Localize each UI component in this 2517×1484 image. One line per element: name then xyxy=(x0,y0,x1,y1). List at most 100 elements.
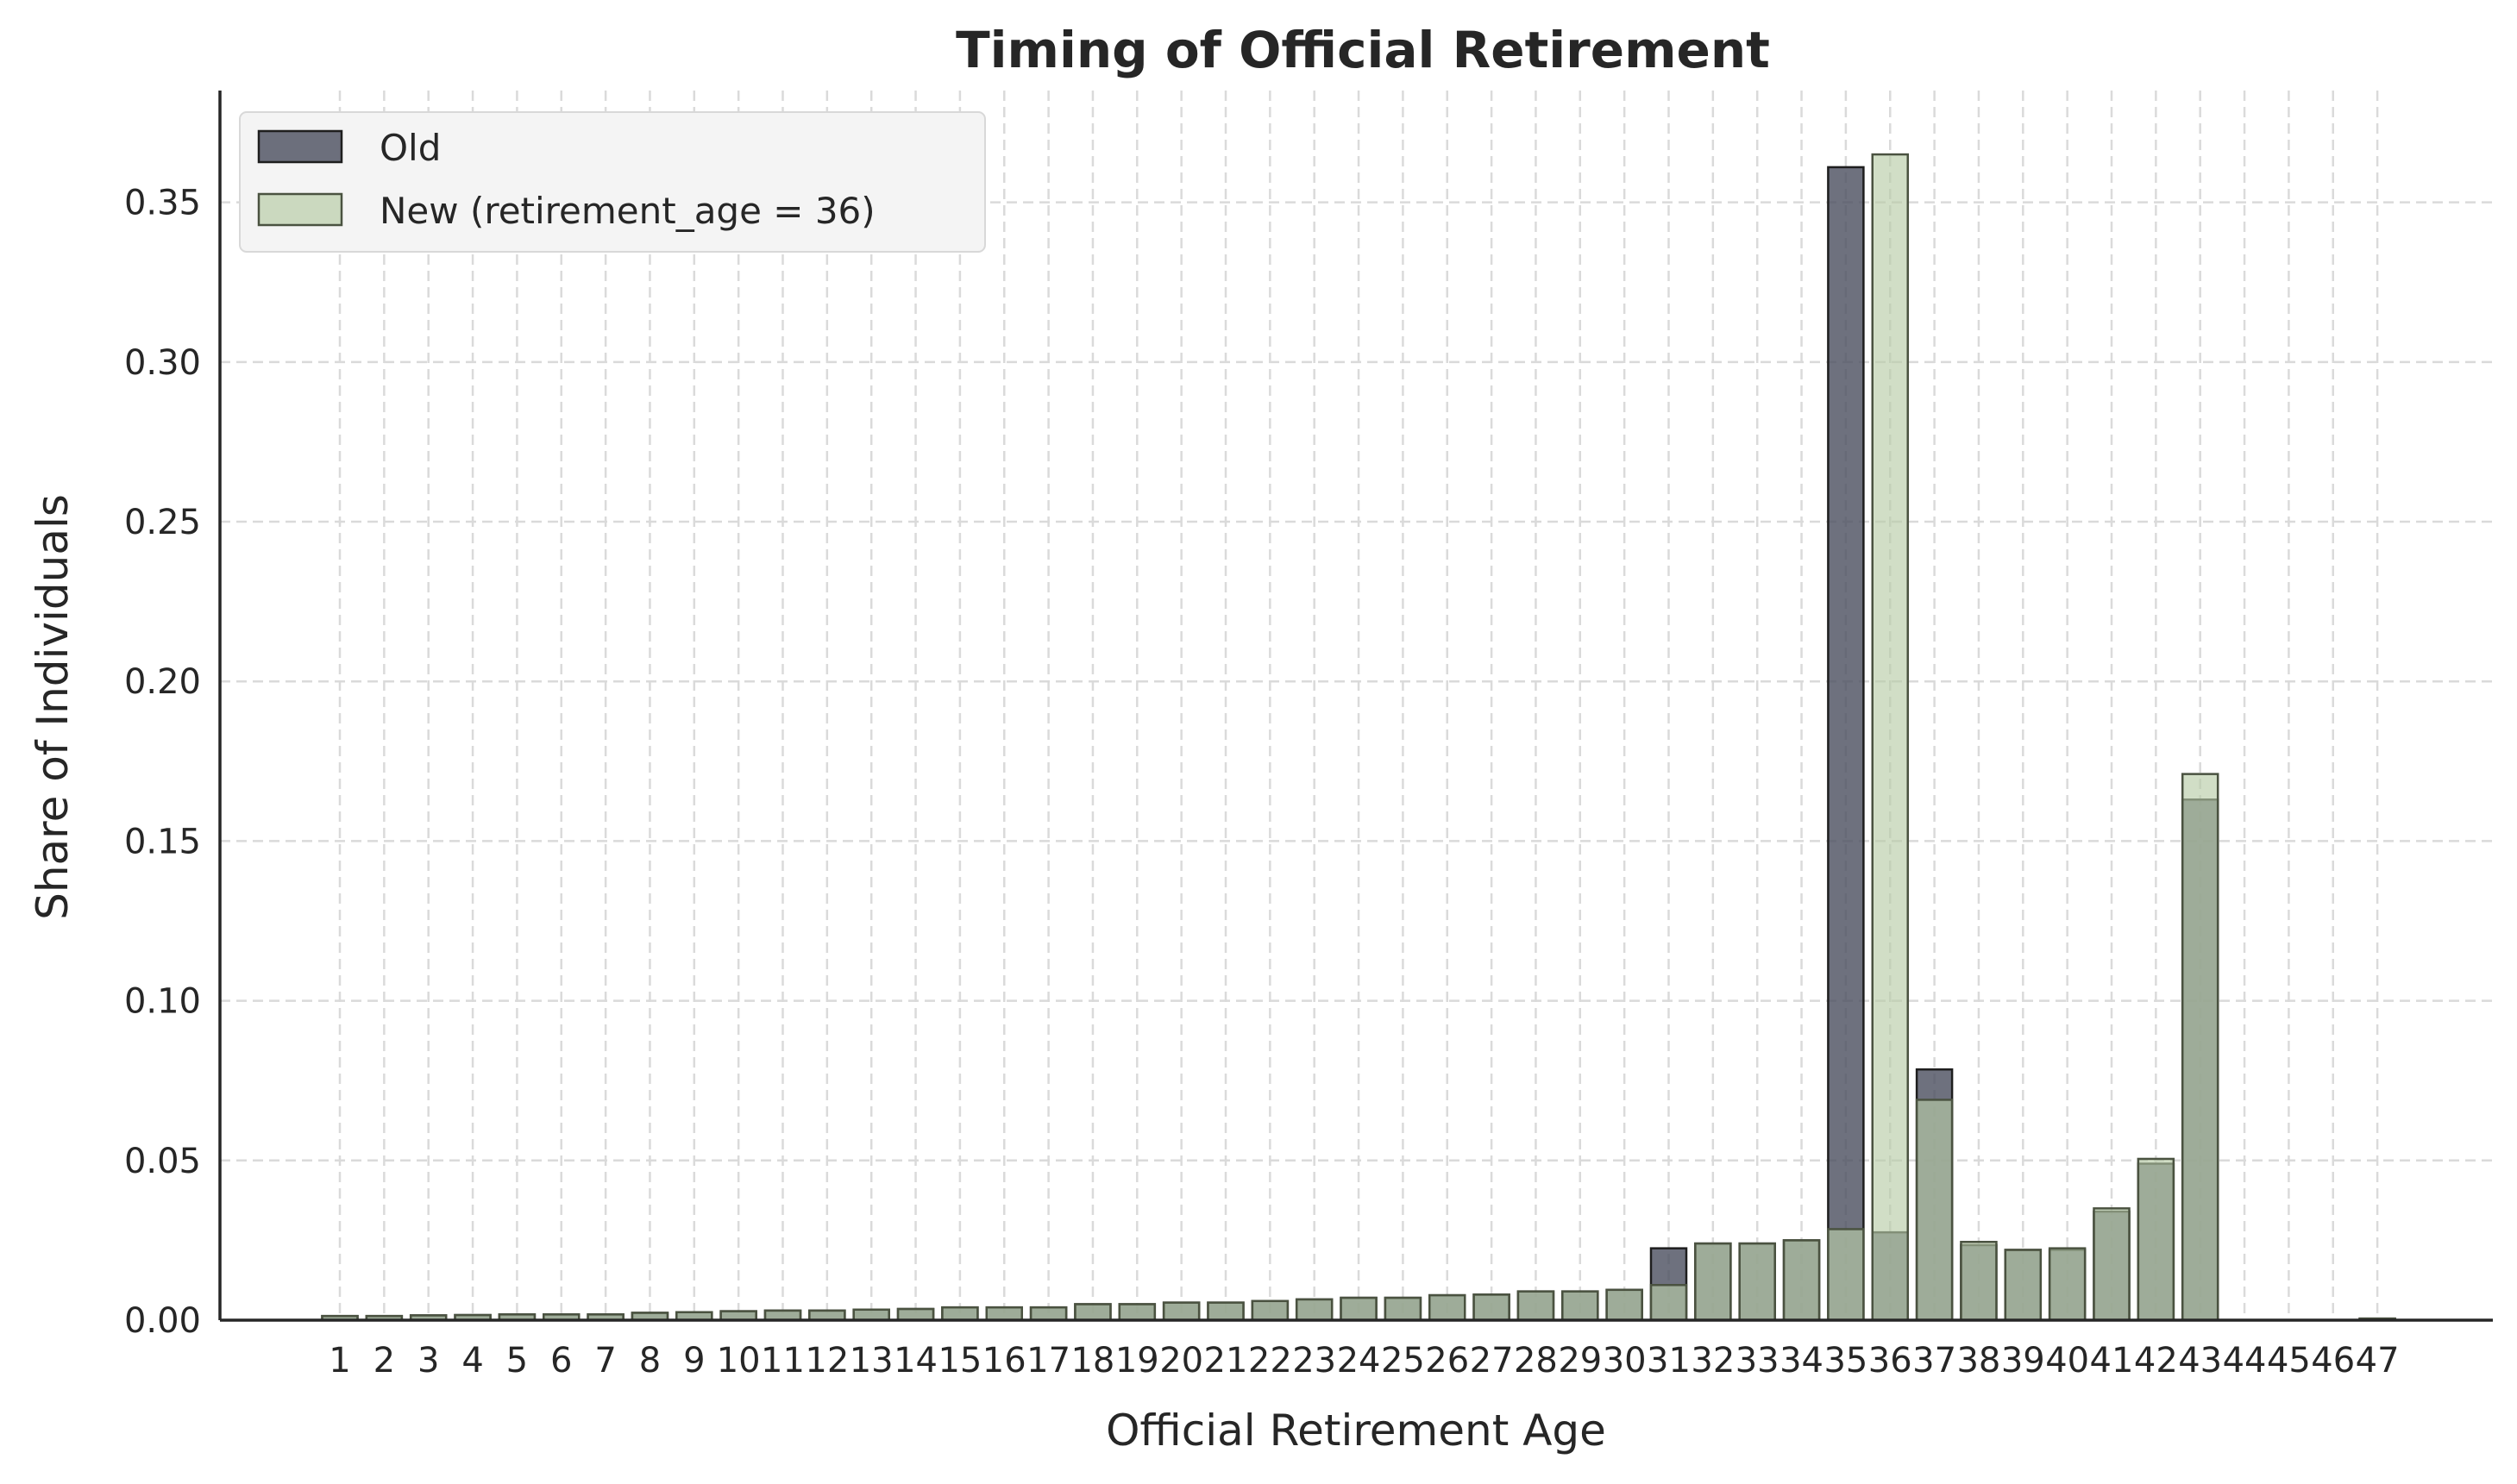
x-tick-label: 39 xyxy=(2001,1341,2045,1381)
x-tick-label: 32 xyxy=(1691,1341,1735,1381)
bar-new-40 xyxy=(2048,1247,2087,1322)
x-tick-label: 38 xyxy=(1956,1341,2000,1381)
bar-new-17 xyxy=(1029,1306,1068,1322)
x-tick-label: 5 xyxy=(506,1341,528,1381)
y-tick-label: 0.30 xyxy=(124,343,201,383)
y-tick-label: 0.15 xyxy=(124,822,201,861)
y-tick-label: 0.20 xyxy=(124,662,201,702)
bar-new-23 xyxy=(1295,1298,1334,1322)
y-tick-label: 0.35 xyxy=(124,184,201,223)
x-tick-label: 47 xyxy=(2356,1341,2400,1381)
x-tick-label: 21 xyxy=(1204,1341,1248,1381)
chart-title: Timing of Official Retirement xyxy=(956,21,1770,79)
legend-label-old: Old xyxy=(380,127,441,169)
x-tick-label: 34 xyxy=(1779,1341,1823,1381)
bar-new-21 xyxy=(1207,1301,1245,1322)
bar-new-14 xyxy=(896,1307,935,1322)
x-tick-label: 3 xyxy=(417,1341,439,1381)
legend-swatch-old xyxy=(257,129,343,164)
bar-new-13 xyxy=(852,1308,890,1322)
x-tick-label: 6 xyxy=(550,1341,572,1381)
x-tick-label: 10 xyxy=(717,1341,761,1381)
bar-old-35 xyxy=(1827,166,1865,1322)
bar-new-32 xyxy=(1694,1242,1732,1322)
x-tick-label: 9 xyxy=(683,1341,705,1381)
bar-new-20 xyxy=(1162,1301,1201,1322)
bar-new-38 xyxy=(1960,1241,1998,1322)
bar-new-22 xyxy=(1251,1299,1290,1322)
x-tick-label: 24 xyxy=(1337,1341,1381,1381)
x-tick-label: 42 xyxy=(2134,1341,2178,1381)
bar-new-19 xyxy=(1118,1303,1157,1322)
x-tick-label: 12 xyxy=(805,1341,849,1381)
x-tick-label: 14 xyxy=(894,1341,938,1381)
x-tick-label: 23 xyxy=(1292,1341,1336,1381)
legend-label-new: New (retirement_age = 36) xyxy=(380,190,876,232)
x-tick-label: 4 xyxy=(461,1341,483,1381)
legend-swatch-new xyxy=(257,192,343,227)
x-axis-title: Official Retirement Age xyxy=(1106,1406,1606,1456)
bar-new-31 xyxy=(1649,1284,1688,1322)
x-tick-label: 26 xyxy=(1425,1341,1469,1381)
y-tick-label: 0.10 xyxy=(124,982,201,1022)
x-tick-label: 37 xyxy=(1912,1341,1956,1381)
y-tick-label: 0.25 xyxy=(124,503,201,542)
x-tick-label: 7 xyxy=(594,1341,616,1381)
bar-new-24 xyxy=(1340,1296,1378,1322)
x-tick-label: 18 xyxy=(1070,1341,1114,1381)
y-axis-title: Share of Individuals xyxy=(28,494,78,920)
legend-frame xyxy=(239,111,986,253)
x-tick-label: 20 xyxy=(1159,1341,1203,1381)
x-tick-label: 25 xyxy=(1381,1341,1425,1381)
x-tick-label: 43 xyxy=(2178,1341,2222,1381)
x-tick-label: 1 xyxy=(329,1341,350,1381)
bar-new-42 xyxy=(2137,1157,2175,1322)
x-tick-label: 27 xyxy=(1470,1341,1514,1381)
bar-new-16 xyxy=(985,1306,1023,1322)
bar-new-39 xyxy=(2004,1249,2043,1322)
axes xyxy=(218,91,2493,1322)
legend: Old New (retirement_age = 36) xyxy=(239,111,986,253)
y-tick-label: 0.00 xyxy=(124,1301,201,1341)
tick-labels: 0.000.050.100.150.200.250.300.351 2 3 4 5 6 7 8… xyxy=(124,184,2400,1381)
x-tick-label: 30 xyxy=(1603,1341,1647,1381)
bar-new-26 xyxy=(1428,1293,1466,1322)
y-tick-label: 0.05 xyxy=(124,1142,201,1181)
bar-new-28 xyxy=(1516,1290,1555,1322)
x-tick-label: 45 xyxy=(2267,1341,2311,1381)
x-tick-label: 15 xyxy=(938,1341,982,1381)
bar-new-37 xyxy=(1915,1099,1954,1322)
bar-new-41 xyxy=(2093,1207,2131,1322)
x-tick-label: 11 xyxy=(761,1341,805,1381)
x-tick-label: 13 xyxy=(850,1341,894,1381)
series-new-bars xyxy=(321,153,2396,1322)
x-tick-label: 40 xyxy=(2045,1341,2089,1381)
x-tick-label: 35 xyxy=(1823,1341,1867,1381)
x-tick-label: 17 xyxy=(1026,1341,1070,1381)
bar-new-29 xyxy=(1561,1290,1599,1322)
x-tick-label: 28 xyxy=(1514,1341,1558,1381)
x-tick-label: 36 xyxy=(1868,1341,1912,1381)
bar-new-43 xyxy=(2181,773,2219,1322)
x-tick-label: 44 xyxy=(2223,1341,2267,1381)
x-tick-label: 16 xyxy=(982,1341,1026,1381)
bar-new-15 xyxy=(941,1306,979,1322)
x-tick-label: 33 xyxy=(1736,1341,1779,1381)
bar-new-33 xyxy=(1738,1242,1776,1322)
bar-new-25 xyxy=(1384,1296,1422,1322)
x-tick-label: 46 xyxy=(2311,1341,2355,1381)
x-tick-label: 8 xyxy=(639,1341,661,1381)
x-tick-label: 41 xyxy=(2090,1341,2134,1381)
x-tick-label: 22 xyxy=(1248,1341,1292,1381)
bar-new-34 xyxy=(1782,1239,1821,1322)
bar-new-36 xyxy=(1871,153,1909,1322)
x-tick-label: 2 xyxy=(373,1341,395,1381)
x-tick-label: 29 xyxy=(1558,1341,1602,1381)
bar-new-30 xyxy=(1605,1288,1643,1322)
bar-new-35 xyxy=(1827,1228,1865,1322)
grid-lines xyxy=(220,91,2493,1320)
x-tick-label: 31 xyxy=(1647,1341,1691,1381)
bar-new-18 xyxy=(1074,1303,1112,1322)
